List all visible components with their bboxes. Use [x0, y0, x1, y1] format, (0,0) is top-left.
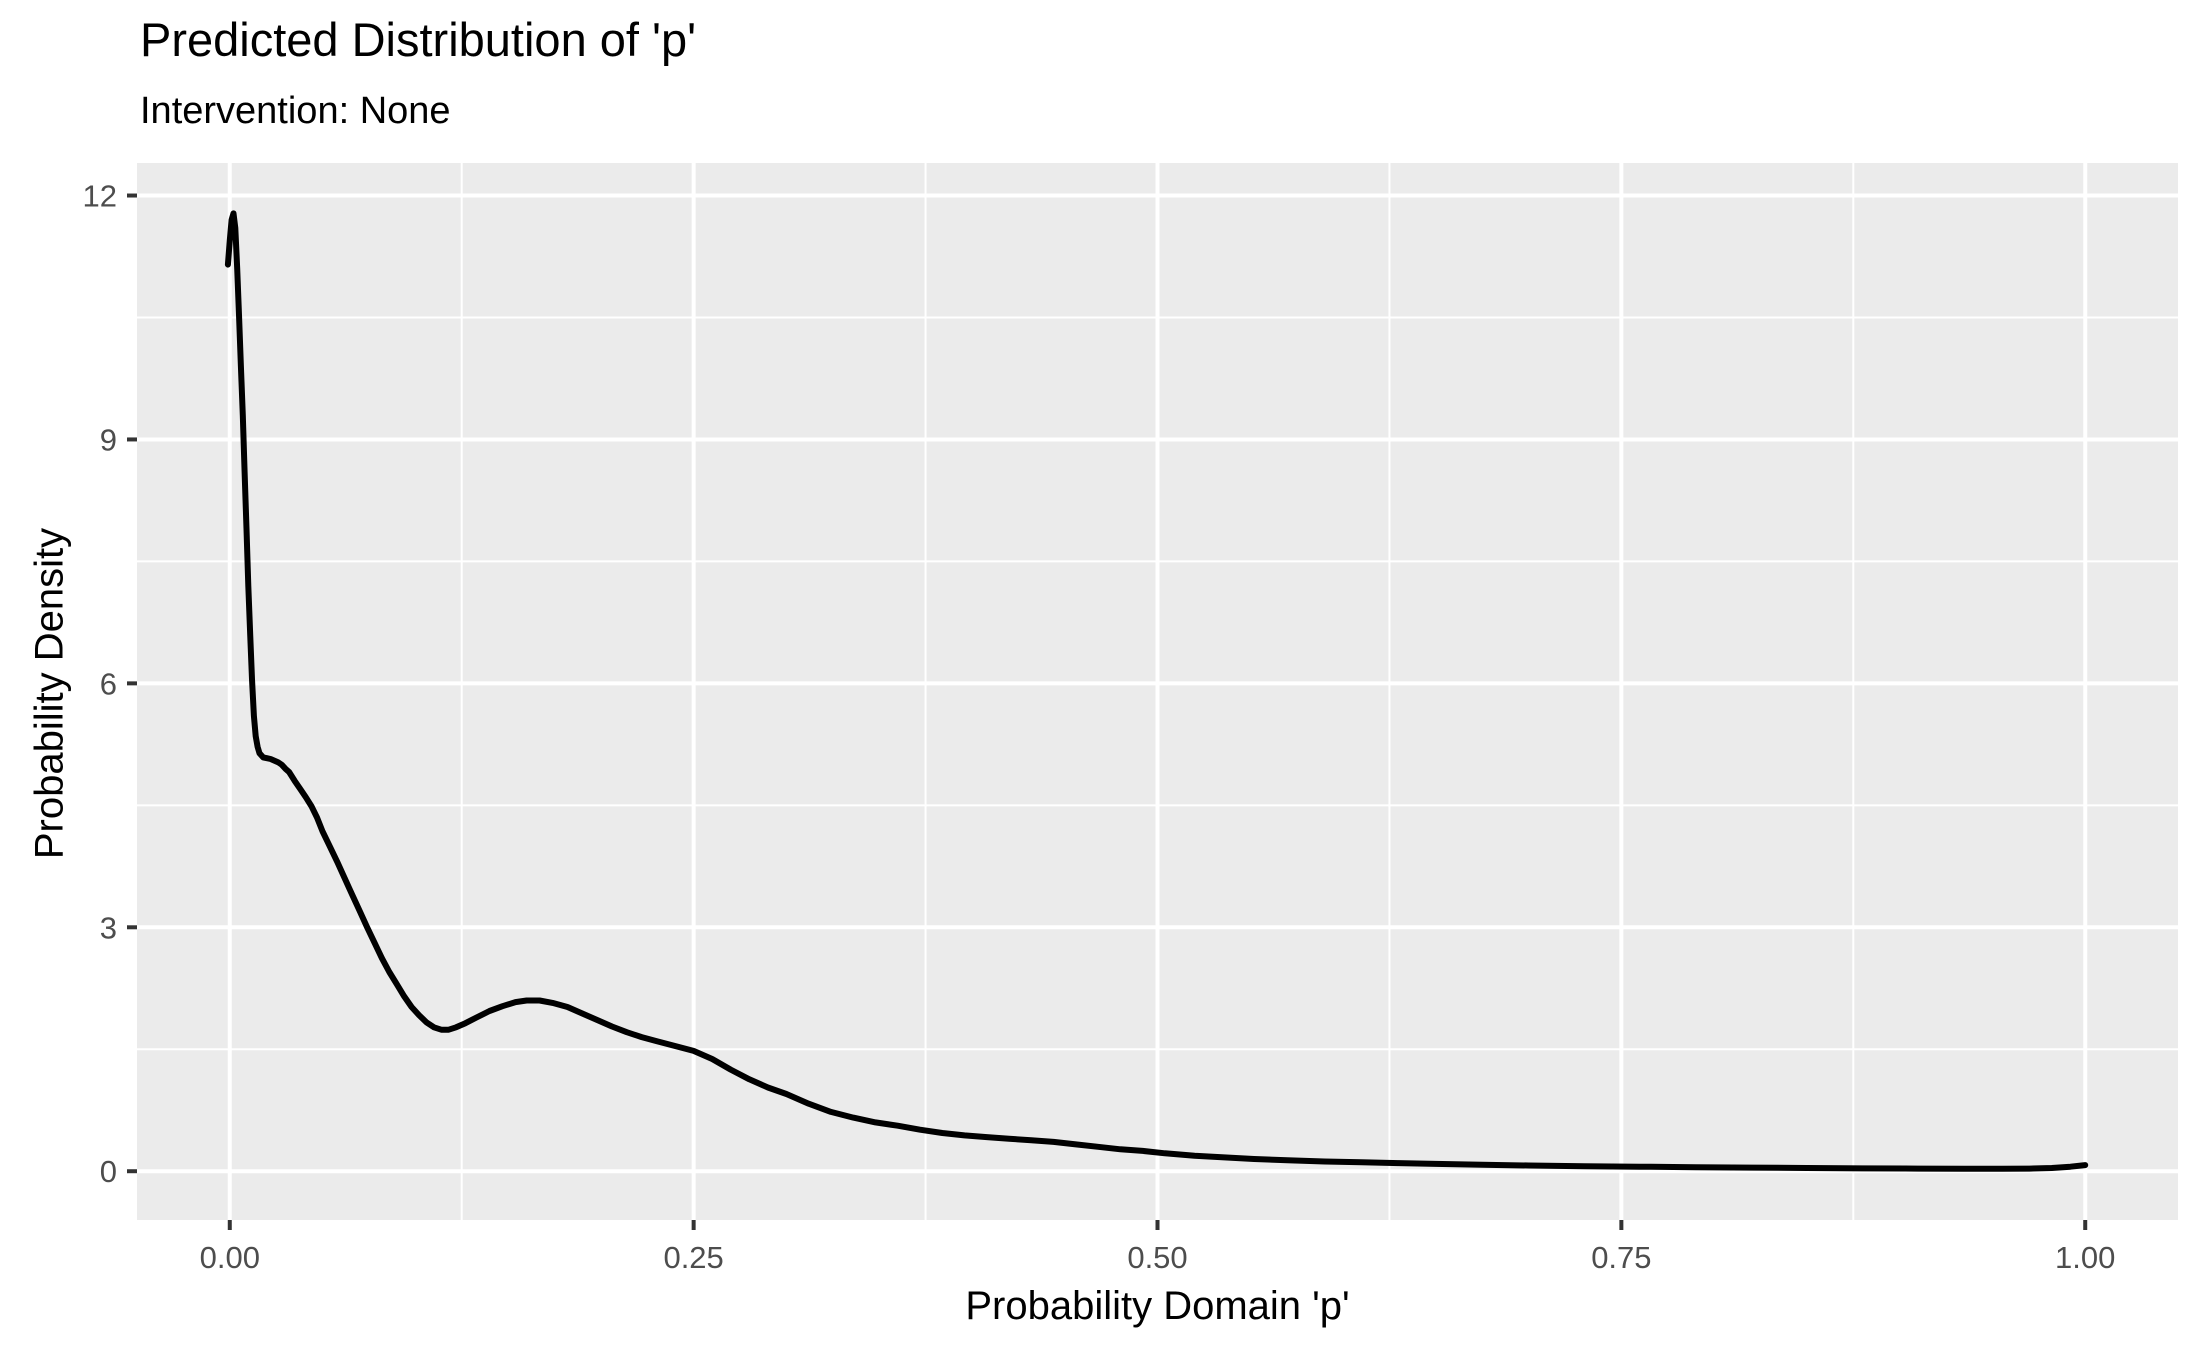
x-axis-title: Probability Domain 'p' [965, 1284, 1350, 1328]
y-tick-label: 12 [83, 179, 117, 214]
x-tick-label: 0.75 [1591, 1240, 1651, 1275]
density-curve [224, 210, 2089, 1172]
y-tick-label: 6 [100, 666, 117, 701]
plot-title: Predicted Distribution of 'p' [140, 13, 697, 66]
y-tick-label: 9 [100, 422, 117, 457]
x-tick-label: 0.25 [663, 1240, 723, 1275]
plot-subtitle: Intervention: None [140, 90, 451, 132]
x-tick-label: 0.00 [200, 1240, 260, 1275]
y-tick-label: 3 [100, 910, 117, 945]
x-tick-label: 1.00 [2055, 1240, 2115, 1275]
y-axis-title: Probability Density [27, 527, 72, 860]
x-tick-label: 0.50 [1127, 1240, 1187, 1275]
y-tick-label: 0 [100, 1154, 117, 1189]
